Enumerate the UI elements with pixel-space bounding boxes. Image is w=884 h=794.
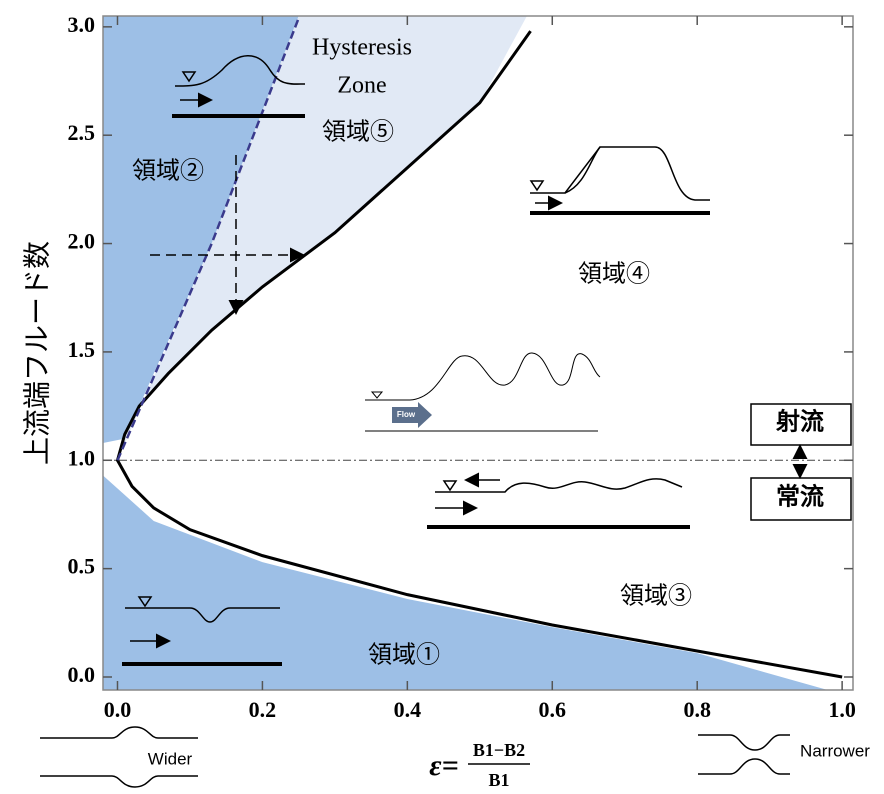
flow-label: 常流 [776, 484, 824, 511]
y-tick-label: 2.0 [68, 229, 96, 254]
x-axis-label-denominator: B1 [488, 770, 509, 790]
flow-label: 射流 [775, 409, 824, 436]
x-axis-label-numerator: B1−B2 [473, 740, 525, 760]
annotation: 領域⑤ [322, 119, 394, 146]
channel-label: Wider [148, 749, 193, 768]
channel-label: Narrower [800, 741, 870, 760]
y-axis-label: 上流端フルード数 [21, 241, 53, 465]
y-tick-label: 3.0 [68, 12, 96, 37]
annotation: Zone [337, 73, 386, 99]
x-tick-label: 0.6 [539, 697, 567, 722]
annotation: 領域① [368, 642, 440, 669]
annotation: 領域③ [620, 583, 692, 610]
annotation: 領域④ [578, 261, 650, 288]
y-tick-label: 0.0 [68, 662, 96, 687]
annotation: Hysteresis [312, 35, 412, 61]
x-axis-label: ε= [429, 749, 458, 782]
y-tick-label: 1.0 [68, 445, 96, 470]
x-tick-label: 0.2 [249, 697, 277, 722]
y-tick-label: 2.5 [68, 120, 96, 145]
y-tick-label: 1.5 [68, 337, 96, 362]
annotation: 領域② [132, 158, 204, 185]
flow-arrow-label: Flow [397, 410, 416, 419]
x-tick-label: 0.4 [394, 697, 422, 722]
x-tick-label: 1.0 [828, 697, 856, 722]
x-tick-label: 0.0 [104, 697, 132, 722]
y-tick-label: 0.5 [68, 554, 96, 579]
x-tick-label: 0.8 [683, 697, 711, 722]
chart: 0.0 0.2 0.4 0.6 0.8 1.0 0.0 0.5 1.0 1.5 2.0 2.5 3.0 H… [0, 0, 884, 794]
